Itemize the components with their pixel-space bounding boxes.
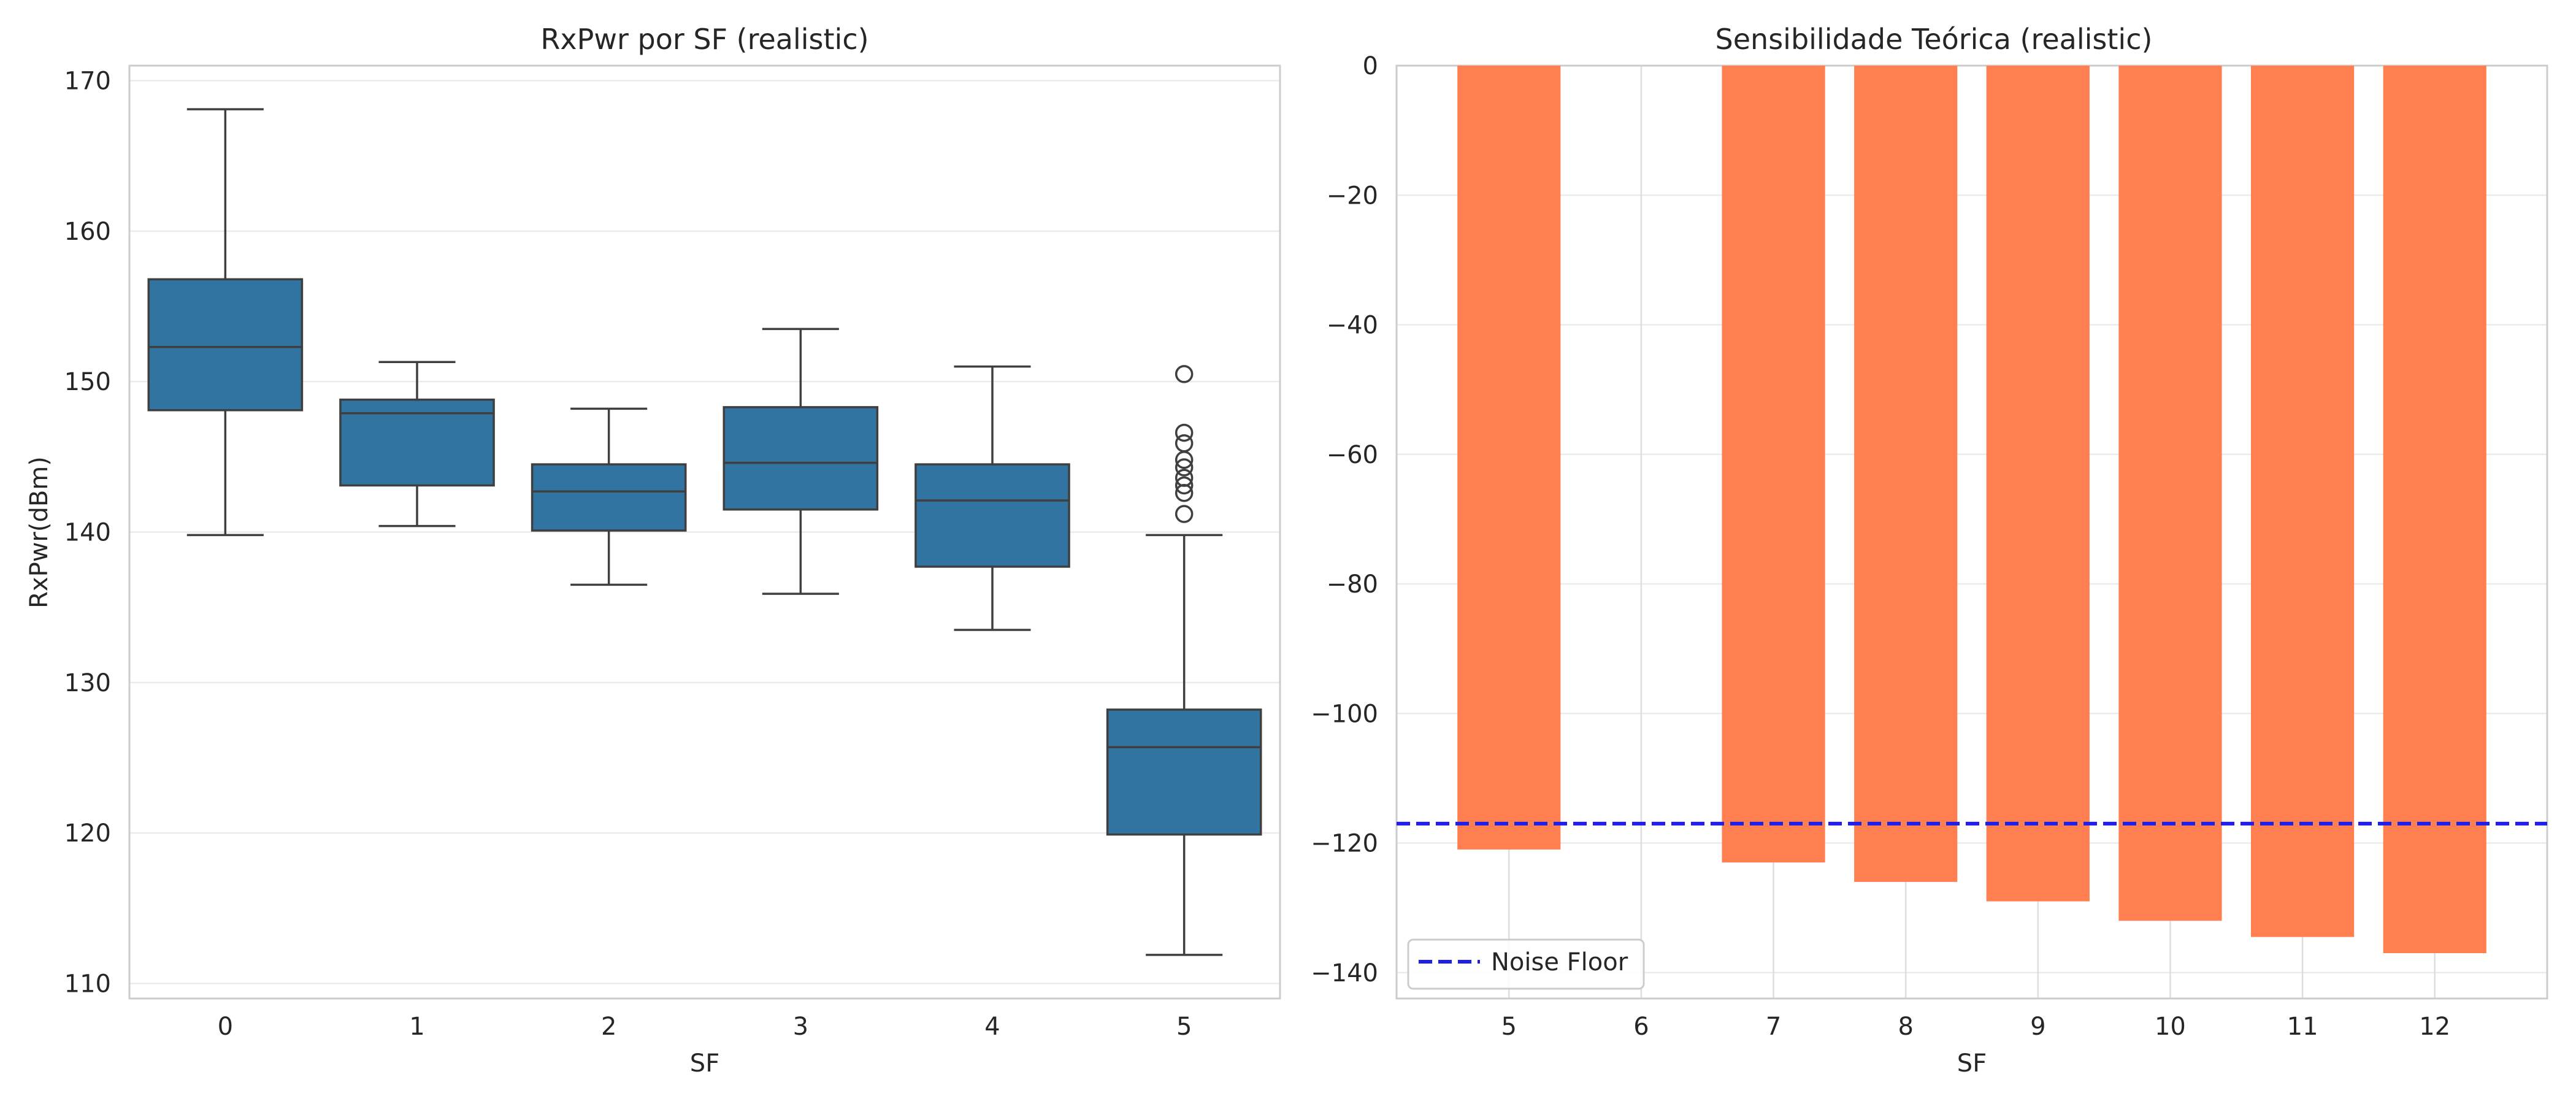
y-tick-label: −40 [1327,312,1378,340]
x-tick-label: 7 [1766,1013,1781,1041]
outlier-point [1175,423,1194,442]
outlier-point [1175,483,1194,502]
bar-sf-11 [2250,66,2355,937]
iqr-box [723,406,879,511]
iqr-box [531,463,687,532]
y-tick-labels: 0 −20 −40 −60 −80 −100 −120 −140 [1311,52,1378,987]
x-tick-label: 5 [1176,1013,1192,1041]
y-tick-label: −120 [1311,830,1378,858]
outlier-point [1175,505,1194,523]
plot-area-frame [1395,64,2548,1000]
y-tick-label: 160 [64,218,111,246]
y-tick-label: −20 [1327,182,1378,210]
y-gridlines [129,80,1280,984]
x-tick-label: 0 [218,1013,233,1041]
bar-sf-9 [1986,66,2090,902]
x-tick-label: 11 [2287,1013,2318,1041]
iqr-box [147,278,304,412]
y-tick-label: 170 [64,67,111,96]
y-tick-label: −80 [1327,570,1378,599]
bar-chart: Sensibilidade Teórica (realistic) 0 −20 −4… [1311,23,2548,1078]
chart-title: RxPwr por SF (realistic) [540,23,868,56]
box-3 [723,328,879,595]
y-tick-label: 150 [64,368,111,396]
x-tick-label: 10 [2155,1013,2186,1041]
x-tick-label: 5 [1501,1013,1517,1041]
x-tick-label: 4 [984,1013,1000,1041]
boxplot-chart: RxPwr por SF (realistic) 110120130140150… [25,23,1281,1078]
box-2 [531,407,687,586]
x-tick-label: 3 [793,1013,808,1041]
outlier-point [1175,476,1194,495]
bar-series [1457,66,2486,954]
iqr-box [914,463,1070,568]
y-tick-labels: 110 120 130 140 150 160 170 [64,67,111,999]
x-tick-label: 2 [601,1013,616,1041]
y-tick-label: −60 [1327,441,1378,469]
bar-sf-8 [1854,66,1958,882]
bar-sf-10 [2118,66,2222,921]
y-tick-label: 130 [64,669,111,697]
plot-area-frame [128,64,1281,1000]
y-tick-label: 0 [1363,52,1378,80]
bar-sf-7 [1722,66,1825,863]
y-tick-label: 110 [64,970,111,998]
x-tick-label: 6 [1633,1013,1649,1041]
x-axis-label: SF [690,1049,719,1078]
outlier-point [1175,450,1194,469]
y-tick-label: 140 [64,519,111,547]
x-tick-labels: 0 1 2 3 4 5 [218,1013,1192,1041]
bar-sf-12 [2383,66,2486,954]
bar-sf-5 [1457,66,1561,850]
outlier-point [1175,365,1194,383]
legend: Noise Floor [1407,938,1645,990]
y-tick-label: −140 [1311,959,1378,987]
x-tick-label: 8 [1898,1013,1913,1041]
y-tick-label: −100 [1311,700,1378,728]
legend-entry-label: Noise Floor [1491,948,1628,976]
y-axis-label: RxPwr(dBm) [25,456,53,608]
outlier-point [1175,458,1194,477]
box-4 [914,365,1070,631]
x-tick-label: 1 [409,1013,424,1041]
legend-frame [1407,938,1645,990]
box-0 [147,108,304,537]
box-1 [339,361,495,527]
x-tick-label: 9 [2030,1013,2045,1041]
x-tick-label: 12 [2419,1013,2450,1041]
x-axis-label: SF [1957,1049,1987,1078]
y-tick-label: 120 [64,819,111,848]
x-tick-labels: 5 6 7 8 9 10 11 12 [1501,1013,2451,1041]
box-series [147,108,1262,956]
box-5 [1106,365,1262,956]
iqr-box [1106,708,1262,836]
chart-title: Sensibilidade Teórica (realistic) [1715,23,2153,56]
